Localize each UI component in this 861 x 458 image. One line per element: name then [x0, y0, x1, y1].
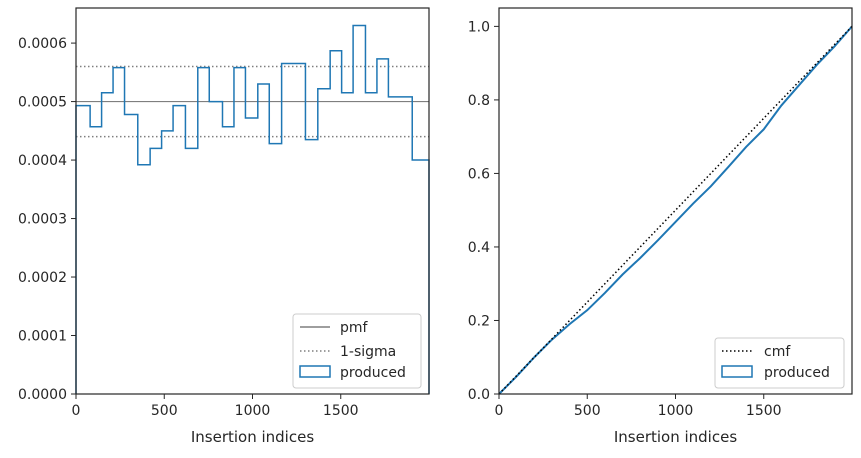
- y-tick-label: 0.8: [468, 93, 490, 109]
- histogram-legend: pmf 1-sigma produced: [292, 313, 422, 389]
- histogram-y-ticks: 0.0000 0.0001 0.0002 0.0003 0.0004 0.0005 0.00…: [18, 36, 76, 403]
- produced-step-series: [75, 24, 430, 394]
- y-tick-label: 1.0: [468, 19, 490, 35]
- legend-produced-swatch-cumulative: [721, 365, 753, 378]
- y-tick-label: 0.0006: [18, 36, 67, 52]
- cumulative-x-axis-label: Insertion indices: [614, 428, 737, 446]
- legend-produced-label: produced: [340, 365, 406, 381]
- y-tick-label: 0.0003: [18, 212, 67, 228]
- histogram-legend-frame: [292, 313, 422, 389]
- legend-produced-label-cumulative: produced: [764, 365, 830, 381]
- cmf-line: [498, 25, 853, 395]
- x-tick-label: 0: [72, 403, 81, 419]
- x-tick-label: 500: [574, 403, 601, 419]
- y-tick-label: 0.0000: [18, 387, 67, 403]
- cumulative-axes-frame: [498, 7, 853, 395]
- y-tick-label: 0.0004: [18, 153, 67, 169]
- cumulative-x-ticks: 0 500 1000 1500: [495, 394, 782, 419]
- histogram-plot-area: [75, 24, 430, 394]
- cumulative-panel: 0 500 1000 1500 0.0 0.2 0.4 0.6 0.8 1.0 Insertio…: [468, 7, 853, 446]
- legend-cmf-label: cmf: [764, 344, 791, 360]
- legend-produced-swatch: [299, 365, 331, 378]
- x-tick-label: 500: [151, 403, 178, 419]
- y-tick-label: 0.4: [468, 240, 490, 256]
- x-tick-label: 1000: [658, 403, 694, 419]
- cumulative-y-ticks: 0.0 0.2 0.4 0.6 0.8 1.0: [468, 19, 499, 403]
- histogram-x-ticks: 0 500 1000 1500: [72, 394, 359, 419]
- legend-pmf-label: pmf: [340, 320, 369, 336]
- y-tick-label: 0.2: [468, 313, 490, 329]
- legend-1-sigma-label: 1-sigma: [340, 344, 396, 360]
- x-tick-label: 1500: [746, 403, 782, 419]
- cumulative-plot-area: [498, 25, 853, 395]
- produced-cumulative-series: [498, 25, 853, 395]
- x-tick-label: 1000: [235, 403, 271, 419]
- y-tick-label: 0.0005: [18, 95, 67, 111]
- cumulative-legend: cmf produced: [714, 337, 845, 389]
- histogram-x-axis-label: Insertion indices: [191, 428, 314, 446]
- y-tick-label: 0.6: [468, 166, 490, 182]
- y-tick-label: 0.0: [468, 387, 490, 403]
- x-tick-label: 1500: [323, 403, 359, 419]
- y-tick-label: 0.0001: [18, 329, 67, 345]
- y-tick-label: 0.0002: [18, 270, 67, 286]
- histogram-panel: 0 500 1000 1500 0.00000.00010.00020.00030.0…: [18, 7, 430, 446]
- x-tick-label: 0: [495, 403, 504, 419]
